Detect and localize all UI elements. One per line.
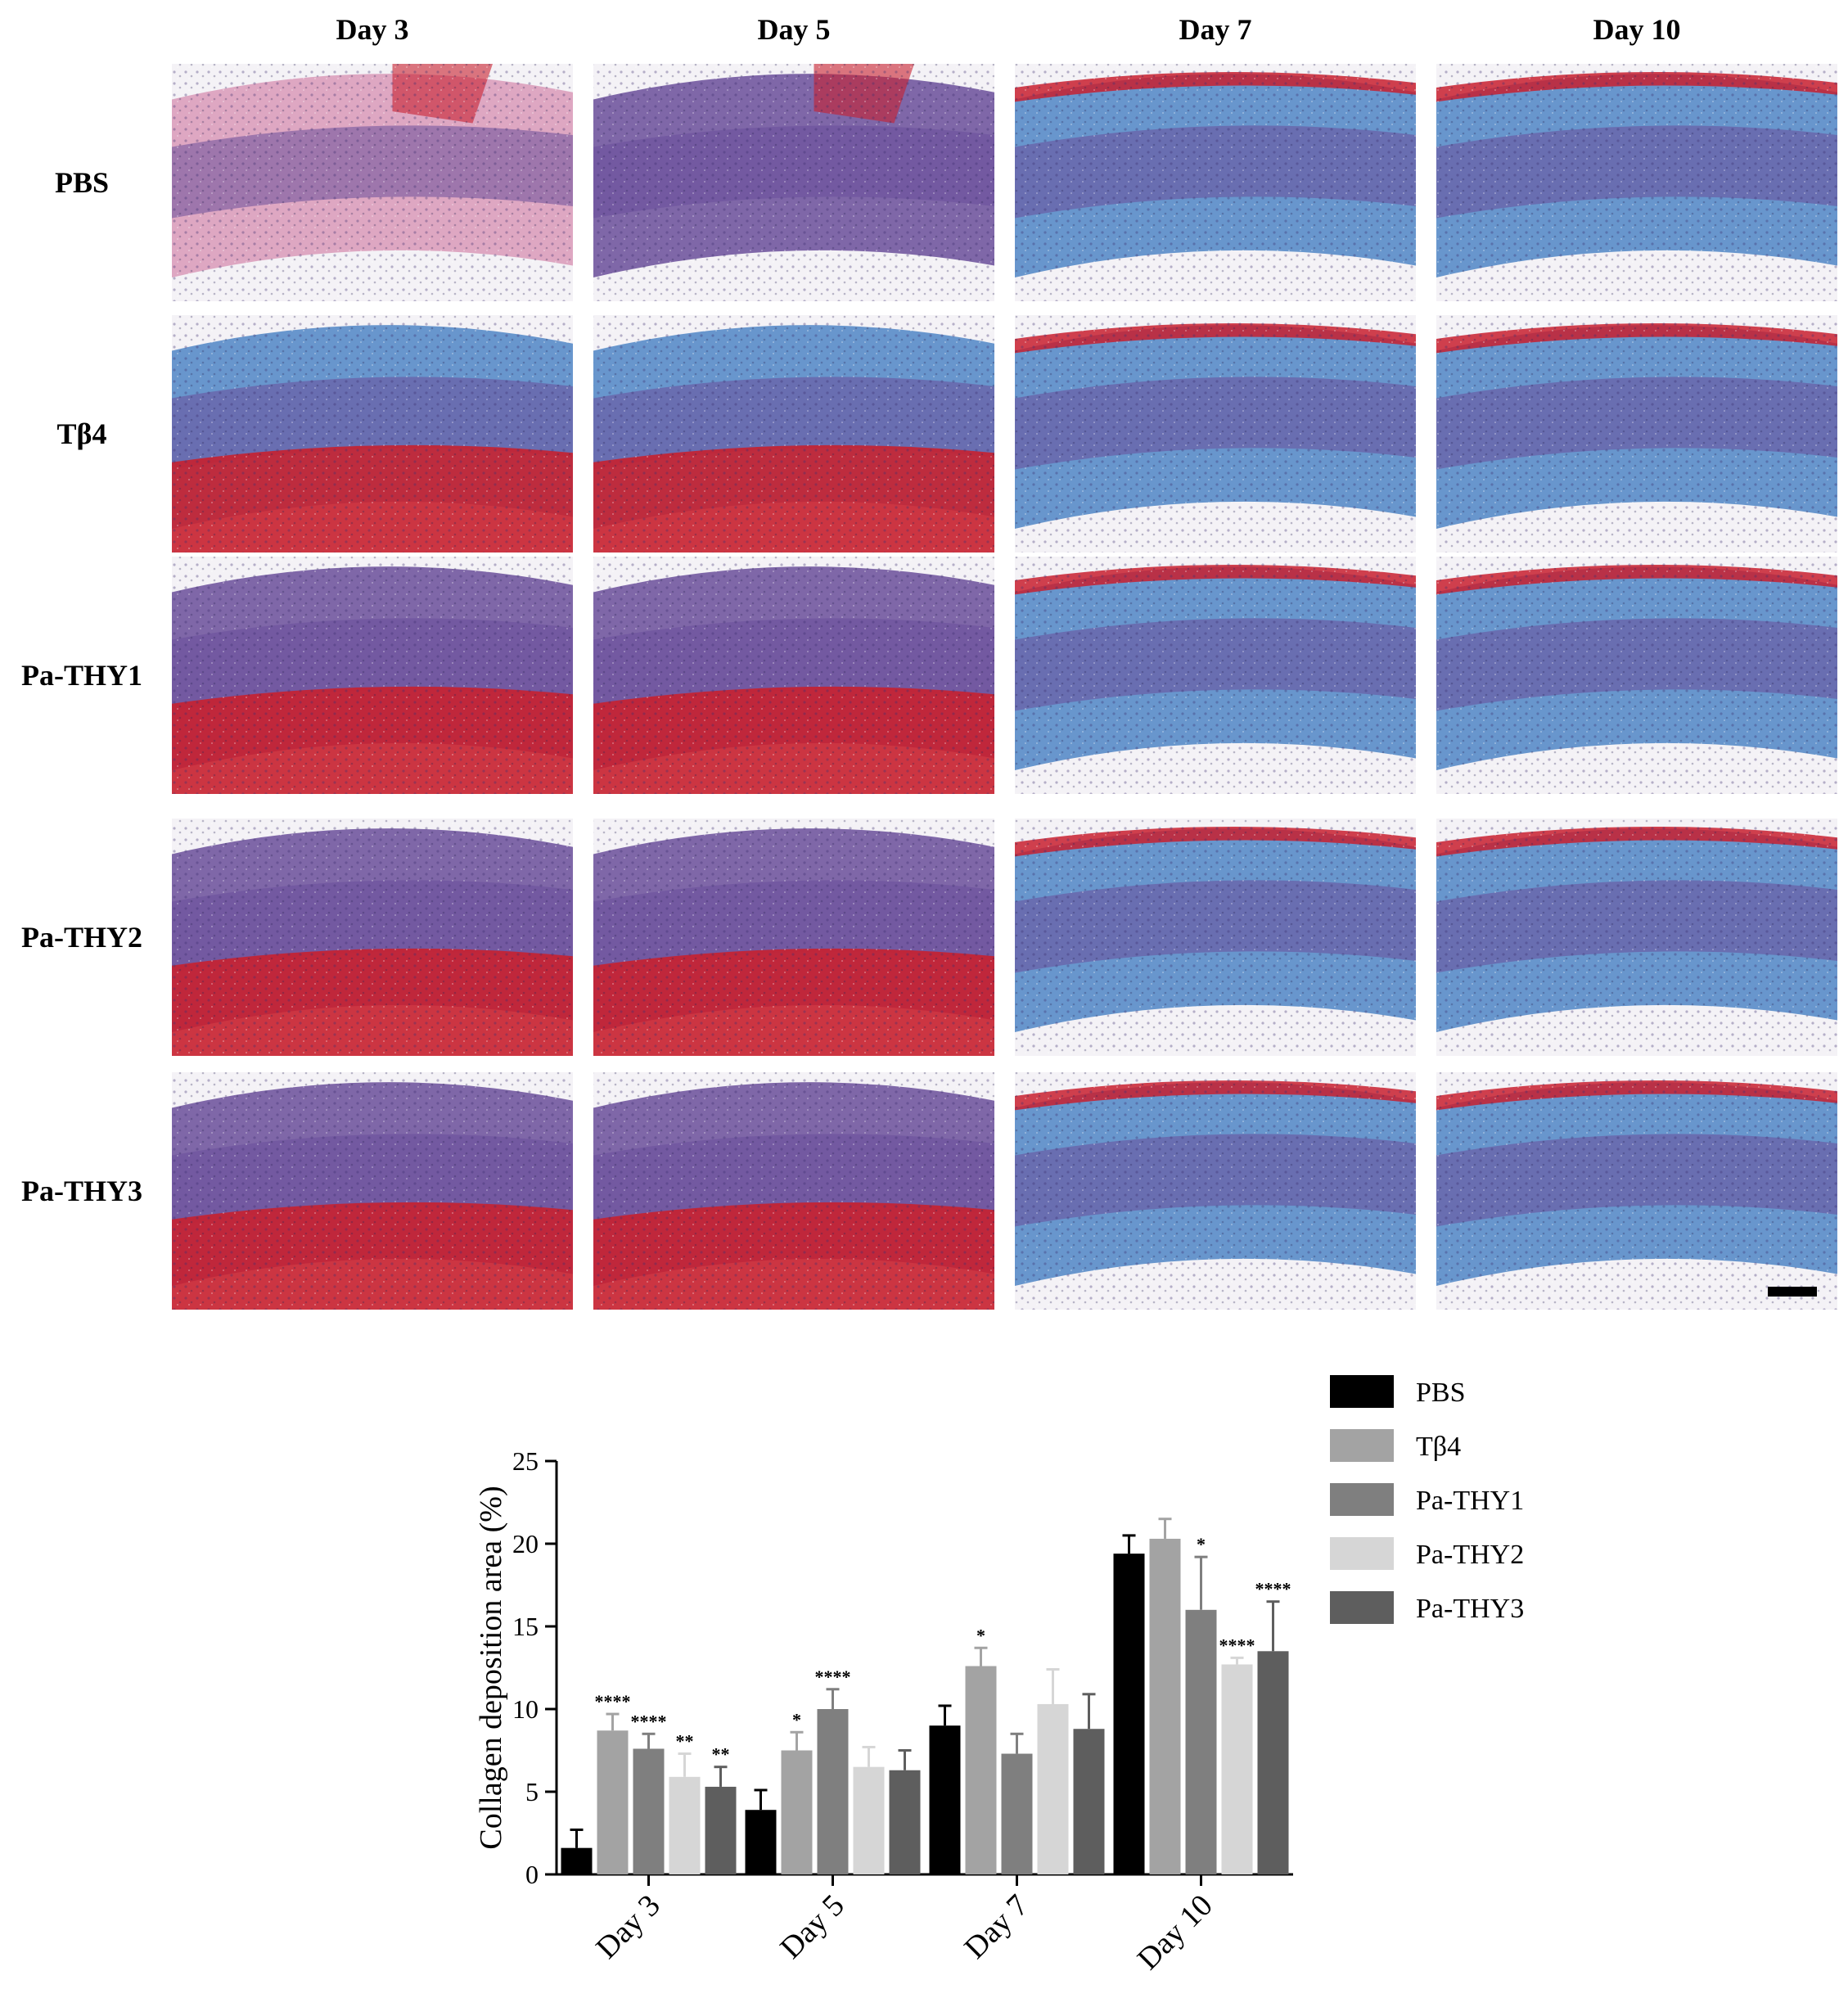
- micrograph-panel: [172, 315, 573, 552]
- micrograph-panel: [1015, 1072, 1416, 1310]
- bar: [1001, 1753, 1033, 1874]
- bar: [633, 1748, 665, 1874]
- y-tick-label: 10: [512, 1694, 539, 1724]
- micrograph-panel: [1436, 64, 1837, 301]
- x-tick-label: Day 5: [773, 1888, 851, 1966]
- y-tick-label: 5: [525, 1777, 539, 1806]
- micrograph-grid: Day 3 Day 5 Day 7 Day 10 PBS Tβ4 Pa-THY1 Pa-THY…: [21, 13, 1837, 1310]
- micrograph-panel: [593, 557, 994, 794]
- bar: [705, 1786, 737, 1874]
- significance-marker: *: [1197, 1534, 1206, 1554]
- legend-swatch: [1330, 1429, 1394, 1462]
- y-tick-label: 20: [512, 1529, 539, 1558]
- micrograph-panel: [593, 819, 994, 1056]
- bar: [1037, 1703, 1069, 1874]
- legend-swatch: [1330, 1483, 1394, 1516]
- micrograph-panel: [1436, 819, 1837, 1056]
- bar: [817, 1709, 849, 1874]
- micrograph-panel: [172, 557, 573, 794]
- legend-label: Tβ4: [1416, 1432, 1461, 1462]
- legend-label: PBS: [1416, 1378, 1466, 1408]
- bar: [669, 1776, 701, 1874]
- bar: [781, 1750, 813, 1874]
- bar: [1221, 1664, 1253, 1874]
- significance-marker: ****: [631, 1711, 667, 1731]
- bar: [561, 1847, 593, 1874]
- x-tick-label: Day 10: [1131, 1888, 1219, 1977]
- x-tick-label: Day 3: [589, 1888, 667, 1966]
- bar: [889, 1770, 921, 1874]
- bar: [1113, 1554, 1145, 1874]
- column-header: Day 10: [1593, 13, 1681, 46]
- significance-marker: ****: [1255, 1579, 1291, 1599]
- row-header: Pa-THY1: [21, 659, 142, 692]
- column-header: Day 5: [758, 13, 831, 46]
- bar: [853, 1766, 885, 1874]
- row-header: Pa-THY3: [21, 1175, 142, 1207]
- significance-marker: ****: [1219, 1635, 1255, 1655]
- row-header: Pa-THY2: [21, 921, 142, 954]
- y-tick-label: 25: [512, 1446, 539, 1476]
- y-axis-title: Collagen deposition area (%): [474, 1486, 508, 1849]
- column-header: Day 7: [1179, 13, 1252, 46]
- column-header: Day 3: [336, 13, 409, 46]
- bar: [965, 1666, 997, 1874]
- legend-label: Pa-THY3: [1416, 1594, 1524, 1624]
- scale-bar: [1768, 1287, 1817, 1297]
- bar: [1257, 1651, 1289, 1874]
- micrograph-panel: [1015, 315, 1416, 552]
- micrograph-panel: [172, 64, 573, 301]
- micrograph-panel: [1436, 315, 1837, 552]
- micrograph-panel: [172, 1072, 573, 1310]
- y-tick-label: 15: [512, 1612, 539, 1641]
- micrograph-panel: [1436, 557, 1837, 794]
- row-header: PBS: [55, 166, 109, 199]
- y-tick-label: 0: [525, 1860, 539, 1889]
- legend-label: Pa-THY2: [1416, 1540, 1524, 1570]
- micrograph-panel: [172, 819, 573, 1056]
- micrograph-panel: [593, 64, 994, 301]
- x-tick-label: Day 7: [958, 1888, 1035, 1966]
- significance-marker: ****: [815, 1666, 851, 1687]
- bar: [1185, 1609, 1217, 1874]
- significance-marker: **: [712, 1744, 730, 1765]
- micrograph-panel: [593, 315, 994, 552]
- bar: [745, 1810, 777, 1874]
- significance-marker: *: [792, 1709, 801, 1730]
- bar: [597, 1730, 629, 1874]
- bar: [929, 1725, 961, 1874]
- significance-marker: ****: [595, 1691, 631, 1712]
- micrograph-panel: [1015, 819, 1416, 1056]
- micrograph-panel: [1015, 557, 1416, 794]
- micrograph-panel: [1015, 64, 1416, 301]
- legend-swatch: [1330, 1591, 1394, 1624]
- legend-swatch: [1330, 1537, 1394, 1570]
- significance-marker: *: [976, 1625, 985, 1645]
- micrograph-panel: [593, 1072, 994, 1310]
- legend-label: Pa-THY1: [1416, 1486, 1524, 1516]
- micrograph-panel: [1436, 1072, 1837, 1310]
- legend-swatch: [1330, 1375, 1394, 1408]
- row-header: Tβ4: [57, 417, 107, 450]
- bar: [1073, 1729, 1105, 1874]
- significance-marker: **: [676, 1731, 694, 1752]
- bar: [1149, 1538, 1181, 1874]
